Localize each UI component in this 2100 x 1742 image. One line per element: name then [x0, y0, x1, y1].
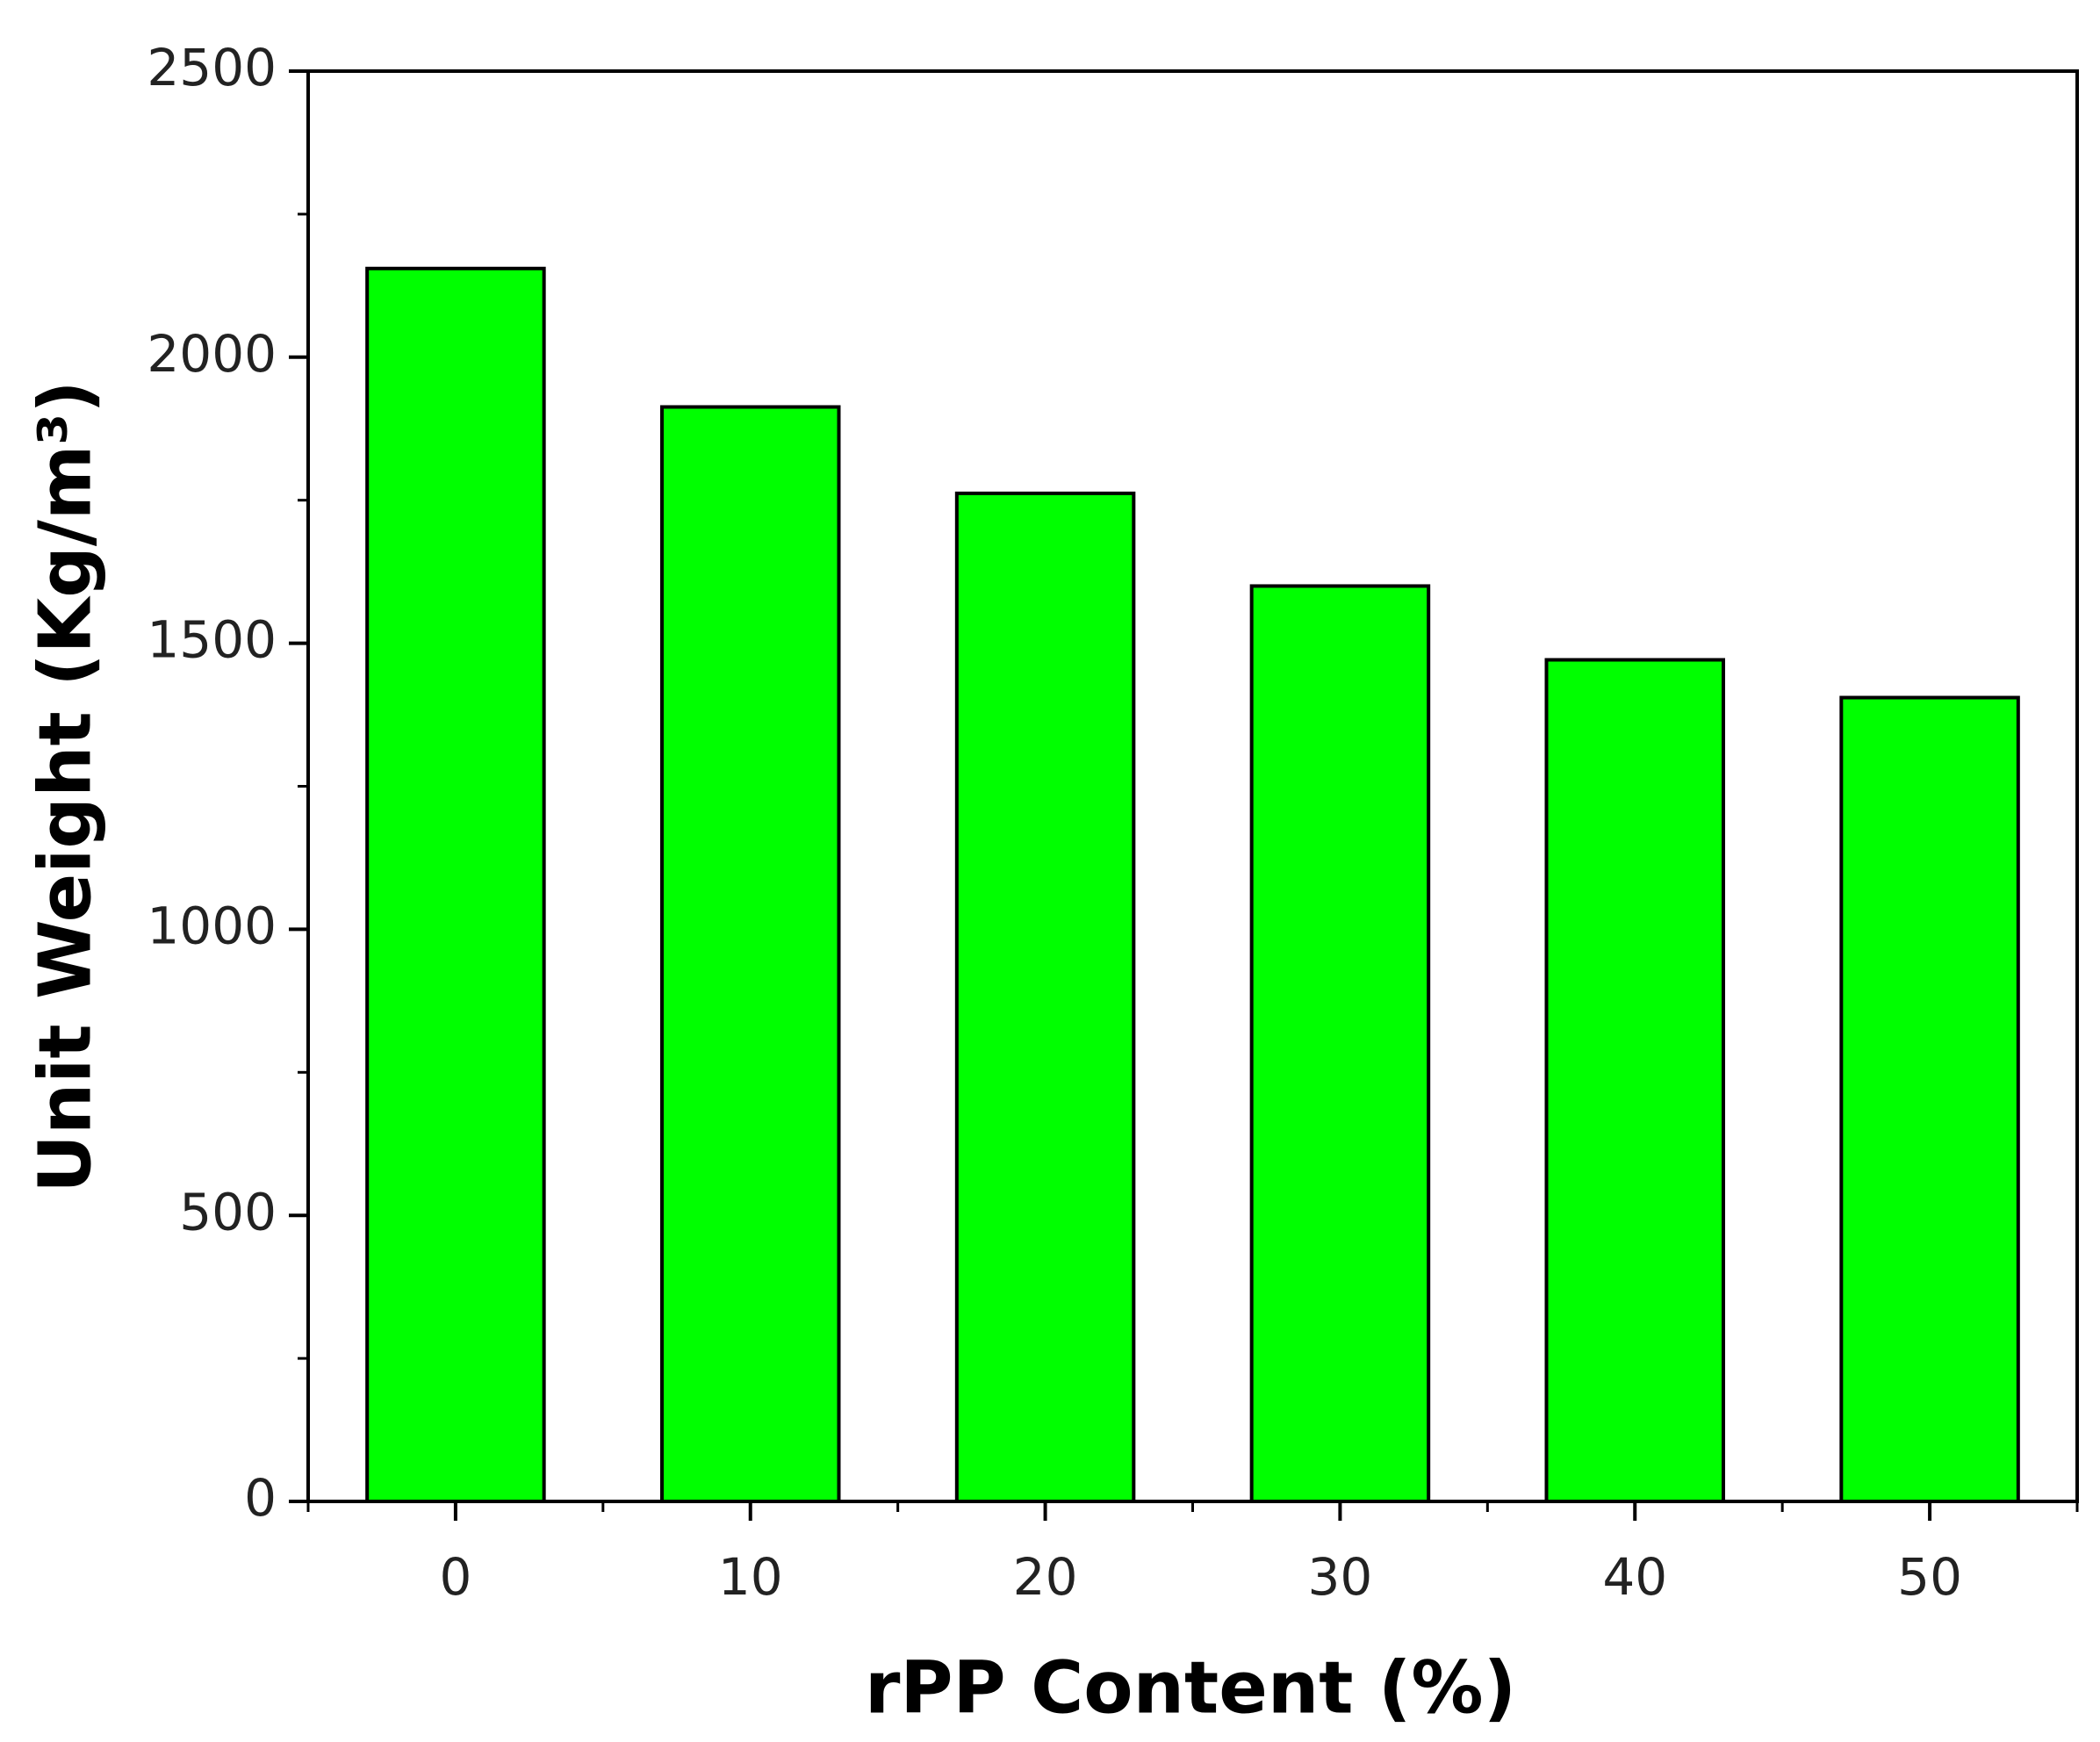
bar [1249, 584, 1431, 1504]
y-tick-label: 1000 [147, 896, 277, 956]
y-tick-label: 2000 [147, 324, 277, 384]
x-tick-label: 30 [1308, 1547, 1373, 1607]
x-tick-label: 20 [1013, 1547, 1078, 1607]
y-tick-label: 0 [244, 1468, 277, 1528]
y-axis-title: Unit Weight (Kg/m³) [24, 380, 107, 1192]
bar [954, 491, 1136, 1503]
bar [1839, 695, 2020, 1503]
bar [660, 405, 841, 1503]
x-tick-label: 10 [718, 1547, 783, 1607]
y-tick-label: 500 [179, 1182, 277, 1242]
x-axis-title: rPP Content (%) [865, 1646, 1516, 1730]
bar [1544, 658, 1725, 1503]
bar [365, 266, 546, 1503]
x-tick-label: 40 [1602, 1547, 1667, 1607]
x-tick-label: 50 [1897, 1547, 1962, 1607]
y-tick-label: 1500 [147, 610, 277, 670]
x-tick-label: 0 [439, 1547, 471, 1607]
y-tick-label: 2500 [147, 38, 277, 97]
